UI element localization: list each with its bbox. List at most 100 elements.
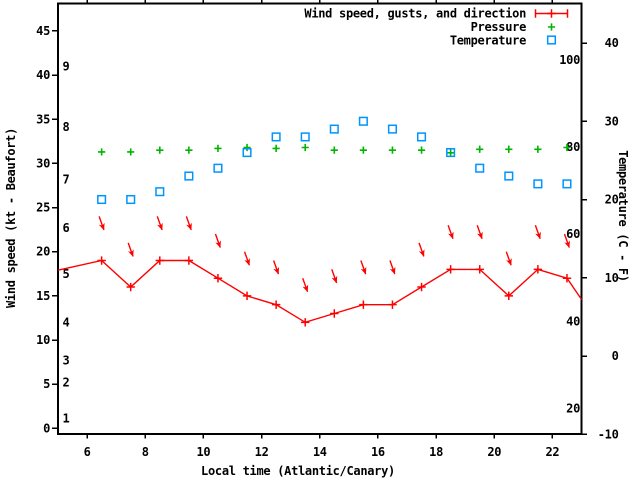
x-tick-label: 16 xyxy=(371,445,385,459)
wind-speed-point xyxy=(126,282,135,292)
wind-speed-point xyxy=(475,265,484,274)
legend-wind-marker-plus xyxy=(547,9,556,18)
temperature-point xyxy=(242,148,252,158)
wind-speed-point xyxy=(184,256,194,265)
beaufort-scale-label: 6 xyxy=(63,221,70,235)
pressure-point xyxy=(156,146,164,154)
pressure-point xyxy=(185,146,193,154)
y-left-tick-label: 0 xyxy=(43,421,50,435)
x-tick-label: 12 xyxy=(255,445,269,459)
y-left-tick-label: 20 xyxy=(36,245,50,259)
wind-speed-point xyxy=(533,265,543,274)
temperature-point xyxy=(475,163,485,173)
wind-speed-point xyxy=(271,300,281,309)
pressure-point xyxy=(330,146,338,154)
wind-speed-point xyxy=(330,309,339,318)
wind-speed-point xyxy=(388,300,397,309)
beaufort-scale-label: 8 xyxy=(63,120,70,134)
y-axis-title-right: Temperature (C - F) xyxy=(616,150,630,282)
y-right-tick-label: 30 xyxy=(605,114,619,128)
gust-direction-arrow xyxy=(360,260,367,275)
y-axis-title-left: Wind speed (kt - Beaufort) xyxy=(4,128,18,308)
y-left-tick-label: 30 xyxy=(36,156,50,170)
y-left-tick-label: 10 xyxy=(36,333,50,347)
legend-pressure-marker xyxy=(547,23,556,31)
temperature-point xyxy=(446,148,456,158)
wind-speed-point xyxy=(446,265,455,274)
gust-direction-arrow xyxy=(563,233,570,249)
pressure-point xyxy=(476,145,484,153)
temperature-point xyxy=(300,132,310,142)
pressure-point xyxy=(127,148,135,156)
gust-direction-arrow xyxy=(243,251,251,266)
gust-direction-arrow xyxy=(389,260,396,275)
gust-direction-arrow xyxy=(418,242,425,257)
gust-direction-arrow xyxy=(272,260,280,275)
temperature-point xyxy=(329,124,339,134)
beaufort-scale-label: 9 xyxy=(63,59,70,73)
wind-speed-point xyxy=(417,282,426,292)
gust-direction-arrow xyxy=(476,224,483,240)
temperature-point xyxy=(126,194,136,205)
beaufort-scale-label: 5 xyxy=(63,267,70,281)
pressure-point xyxy=(301,143,309,152)
pressure-point xyxy=(505,145,513,153)
y-left-tick-label: 25 xyxy=(36,201,50,215)
gust-direction-arrow xyxy=(331,269,338,284)
temperature-point xyxy=(387,124,398,134)
plot-border xyxy=(57,2,583,435)
gust-direction-arrow xyxy=(98,216,105,231)
fahrenheit-scale-label: 20 xyxy=(566,401,580,415)
y-left-tick-label: 5 xyxy=(43,377,50,391)
y-right-tick-label: 40 xyxy=(605,36,619,50)
beaufort-scale-label: 1 xyxy=(63,412,70,426)
fahrenheit-scale-label: 100 xyxy=(559,53,580,67)
gust-direction-arrow xyxy=(302,277,309,293)
gust-direction-arrow xyxy=(447,224,454,240)
fahrenheit-scale-label: 60 xyxy=(566,227,580,241)
gust-direction-arrow xyxy=(127,242,134,257)
temperature-point xyxy=(533,179,543,189)
temperature-point xyxy=(271,132,281,142)
wind-speed-point xyxy=(301,318,310,327)
temperature-point xyxy=(504,171,514,181)
temperature-point xyxy=(358,116,368,126)
legend-temperature-label: Temperature xyxy=(450,33,526,47)
y-left-tick-label: 40 xyxy=(36,68,50,82)
wind-speed-point xyxy=(359,300,368,309)
x-axis-title: Local time (Atlantic/Canary) xyxy=(201,464,395,478)
gust-direction-arrow xyxy=(505,251,512,266)
temperature-point xyxy=(562,179,572,189)
wind-speed-point xyxy=(562,273,572,283)
legend-wind-label: Wind speed, gusts, and direction xyxy=(304,7,526,21)
pressure-point xyxy=(98,148,106,156)
beaufort-scale-label: 3 xyxy=(63,353,70,367)
x-tick-label: 20 xyxy=(487,445,501,459)
temperature-point xyxy=(155,187,165,197)
temperature-point xyxy=(416,132,427,142)
pressure-point xyxy=(243,143,251,152)
legend-temperature-marker xyxy=(546,35,557,45)
wind-speed-line xyxy=(57,259,583,324)
wind-speed-point xyxy=(242,291,252,301)
gust-direction-arrow xyxy=(185,216,192,231)
gust-direction-arrow xyxy=(534,224,541,240)
y-left-tick-label: 45 xyxy=(36,24,50,38)
y-right-tick-label: 0 xyxy=(612,349,619,363)
wind-speed-point xyxy=(155,256,164,265)
temperature-point xyxy=(97,194,107,205)
wind-speed-point xyxy=(97,256,106,265)
gust-direction-arrow xyxy=(214,233,221,249)
wind-speed-point xyxy=(213,273,223,283)
x-tick-label: 18 xyxy=(429,445,443,459)
beaufort-scale-label: 4 xyxy=(63,315,70,329)
beaufort-scale-label: 7 xyxy=(63,172,70,186)
y-right-tick-label: -10 xyxy=(598,427,619,441)
y-right-tick-label: 10 xyxy=(605,271,619,285)
gust-direction-arrow xyxy=(156,216,163,231)
y-left-tick-label: 35 xyxy=(36,112,50,126)
y-right-tick-label: 20 xyxy=(605,193,619,207)
pressure-point xyxy=(447,149,455,157)
